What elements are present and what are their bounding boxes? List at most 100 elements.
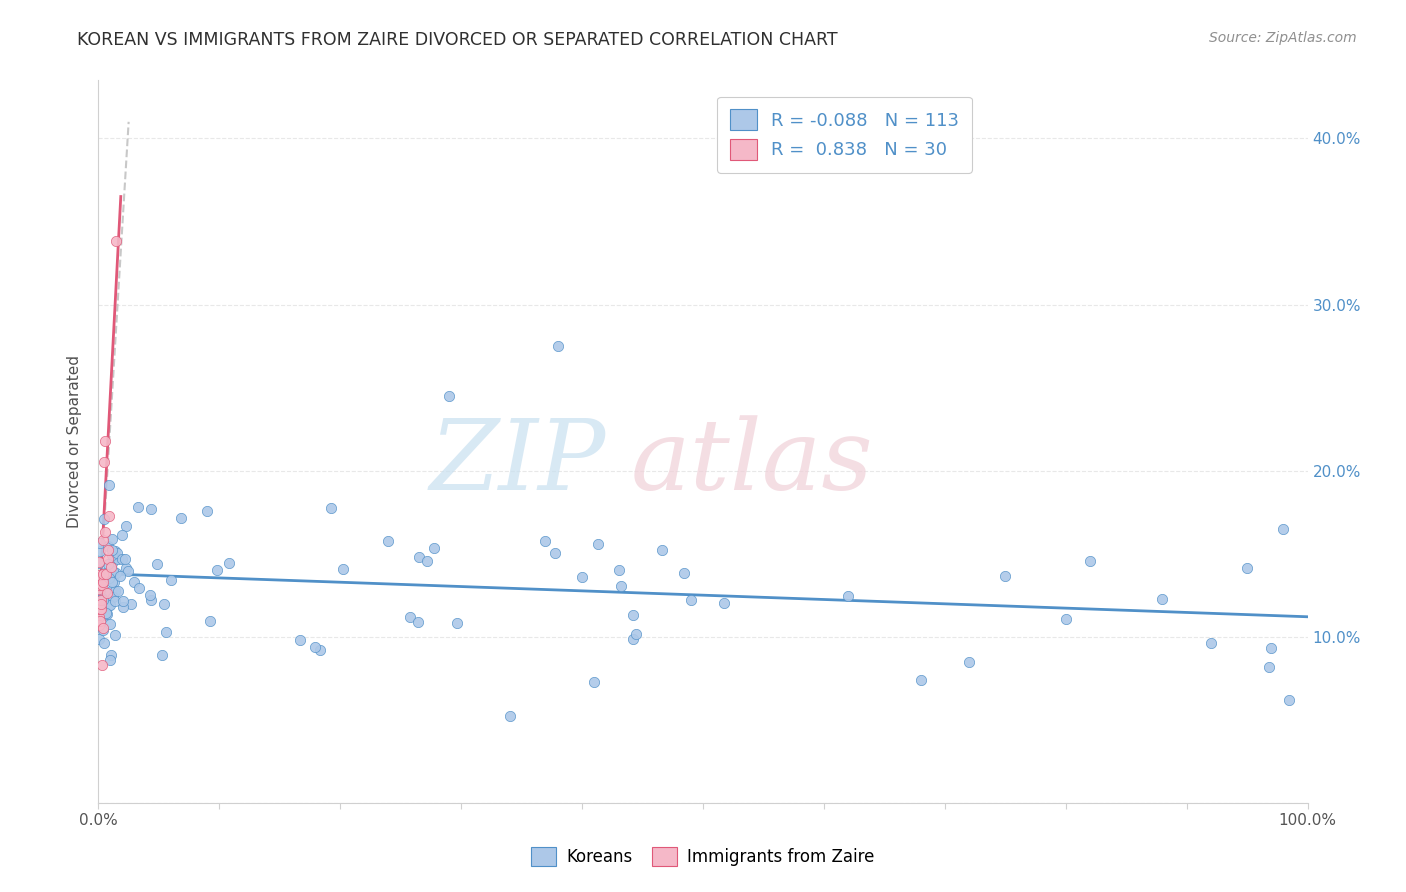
Point xyxy=(96,585,118,599)
Text: ZIP: ZIP xyxy=(430,416,606,511)
Point xyxy=(90,593,112,607)
Point xyxy=(651,543,673,558)
Point xyxy=(100,575,122,590)
Point xyxy=(107,552,129,566)
Point xyxy=(111,552,134,566)
Point xyxy=(87,579,110,593)
Point xyxy=(93,635,115,649)
Point xyxy=(89,535,111,549)
Point xyxy=(170,510,193,524)
Point xyxy=(104,566,127,580)
Point xyxy=(97,543,120,558)
Point xyxy=(205,563,228,577)
Point xyxy=(94,524,117,539)
Point xyxy=(583,674,606,689)
Point xyxy=(571,570,593,584)
Point xyxy=(139,592,162,607)
Point xyxy=(97,540,120,554)
Point xyxy=(94,434,117,448)
Point xyxy=(681,593,703,607)
Point xyxy=(100,584,122,599)
Point xyxy=(446,616,468,631)
Point xyxy=(112,600,135,615)
Point xyxy=(100,648,122,662)
Point xyxy=(1236,561,1258,575)
Point xyxy=(91,566,114,581)
Point xyxy=(139,588,162,602)
Point xyxy=(93,623,115,637)
Point xyxy=(128,581,150,595)
Point xyxy=(423,541,446,555)
Point xyxy=(398,610,420,624)
Point xyxy=(94,572,117,586)
Point xyxy=(94,567,117,582)
Point xyxy=(607,563,630,577)
Point xyxy=(97,552,120,566)
Point xyxy=(586,536,609,550)
Point xyxy=(94,566,117,581)
Point xyxy=(107,583,129,598)
Point xyxy=(89,543,111,558)
Point xyxy=(101,549,124,563)
Point xyxy=(112,593,135,607)
Text: Source: ZipAtlas.com: Source: ZipAtlas.com xyxy=(1209,31,1357,45)
Point xyxy=(1272,522,1295,536)
Point xyxy=(957,655,980,669)
Point xyxy=(304,640,326,655)
Point xyxy=(117,564,139,578)
Point xyxy=(1078,554,1101,568)
Point xyxy=(110,568,132,582)
Point xyxy=(93,512,115,526)
Point xyxy=(89,618,111,632)
Point xyxy=(105,546,128,560)
Point xyxy=(332,562,354,576)
Point xyxy=(533,534,555,549)
Point xyxy=(89,602,111,616)
Point xyxy=(101,543,124,558)
Point xyxy=(377,534,399,549)
Point xyxy=(547,339,569,353)
Text: atlas: atlas xyxy=(630,416,873,511)
Point xyxy=(98,653,121,667)
Point xyxy=(200,614,222,628)
Point xyxy=(87,555,110,569)
Point xyxy=(122,574,145,589)
Point xyxy=(89,580,111,594)
Point xyxy=(437,389,460,403)
Point xyxy=(91,533,114,547)
Point xyxy=(621,607,644,622)
Point xyxy=(87,556,110,570)
Point xyxy=(96,606,118,620)
Point xyxy=(1278,693,1301,707)
Point xyxy=(104,544,127,558)
Point xyxy=(100,560,122,574)
Legend: Koreans, Immigrants from Zaire: Koreans, Immigrants from Zaire xyxy=(524,840,882,873)
Point xyxy=(96,607,118,621)
Point xyxy=(89,602,111,616)
Point xyxy=(87,610,110,624)
Point xyxy=(115,518,138,533)
Point xyxy=(1054,611,1077,625)
Point xyxy=(713,596,735,610)
Point xyxy=(91,593,114,607)
Legend: R = -0.088   N = 113, R =  0.838   N = 30: R = -0.088 N = 113, R = 0.838 N = 30 xyxy=(717,96,972,172)
Point xyxy=(93,607,115,622)
Point xyxy=(91,577,114,591)
Point xyxy=(89,598,111,612)
Point xyxy=(87,632,110,646)
Point xyxy=(90,591,112,605)
Point xyxy=(98,616,121,631)
Text: KOREAN VS IMMIGRANTS FROM ZAIRE DIVORCED OR SEPARATED CORRELATION CHART: KOREAN VS IMMIGRANTS FROM ZAIRE DIVORCED… xyxy=(77,31,838,49)
Point xyxy=(1257,659,1279,673)
Point xyxy=(101,565,124,579)
Point xyxy=(218,556,240,570)
Point xyxy=(89,614,111,628)
Point xyxy=(195,503,218,517)
Point xyxy=(97,509,120,524)
Point xyxy=(87,582,110,596)
Point xyxy=(93,455,115,469)
Point xyxy=(91,621,114,635)
Point xyxy=(150,648,173,662)
Point xyxy=(90,602,112,616)
Point xyxy=(114,551,136,566)
